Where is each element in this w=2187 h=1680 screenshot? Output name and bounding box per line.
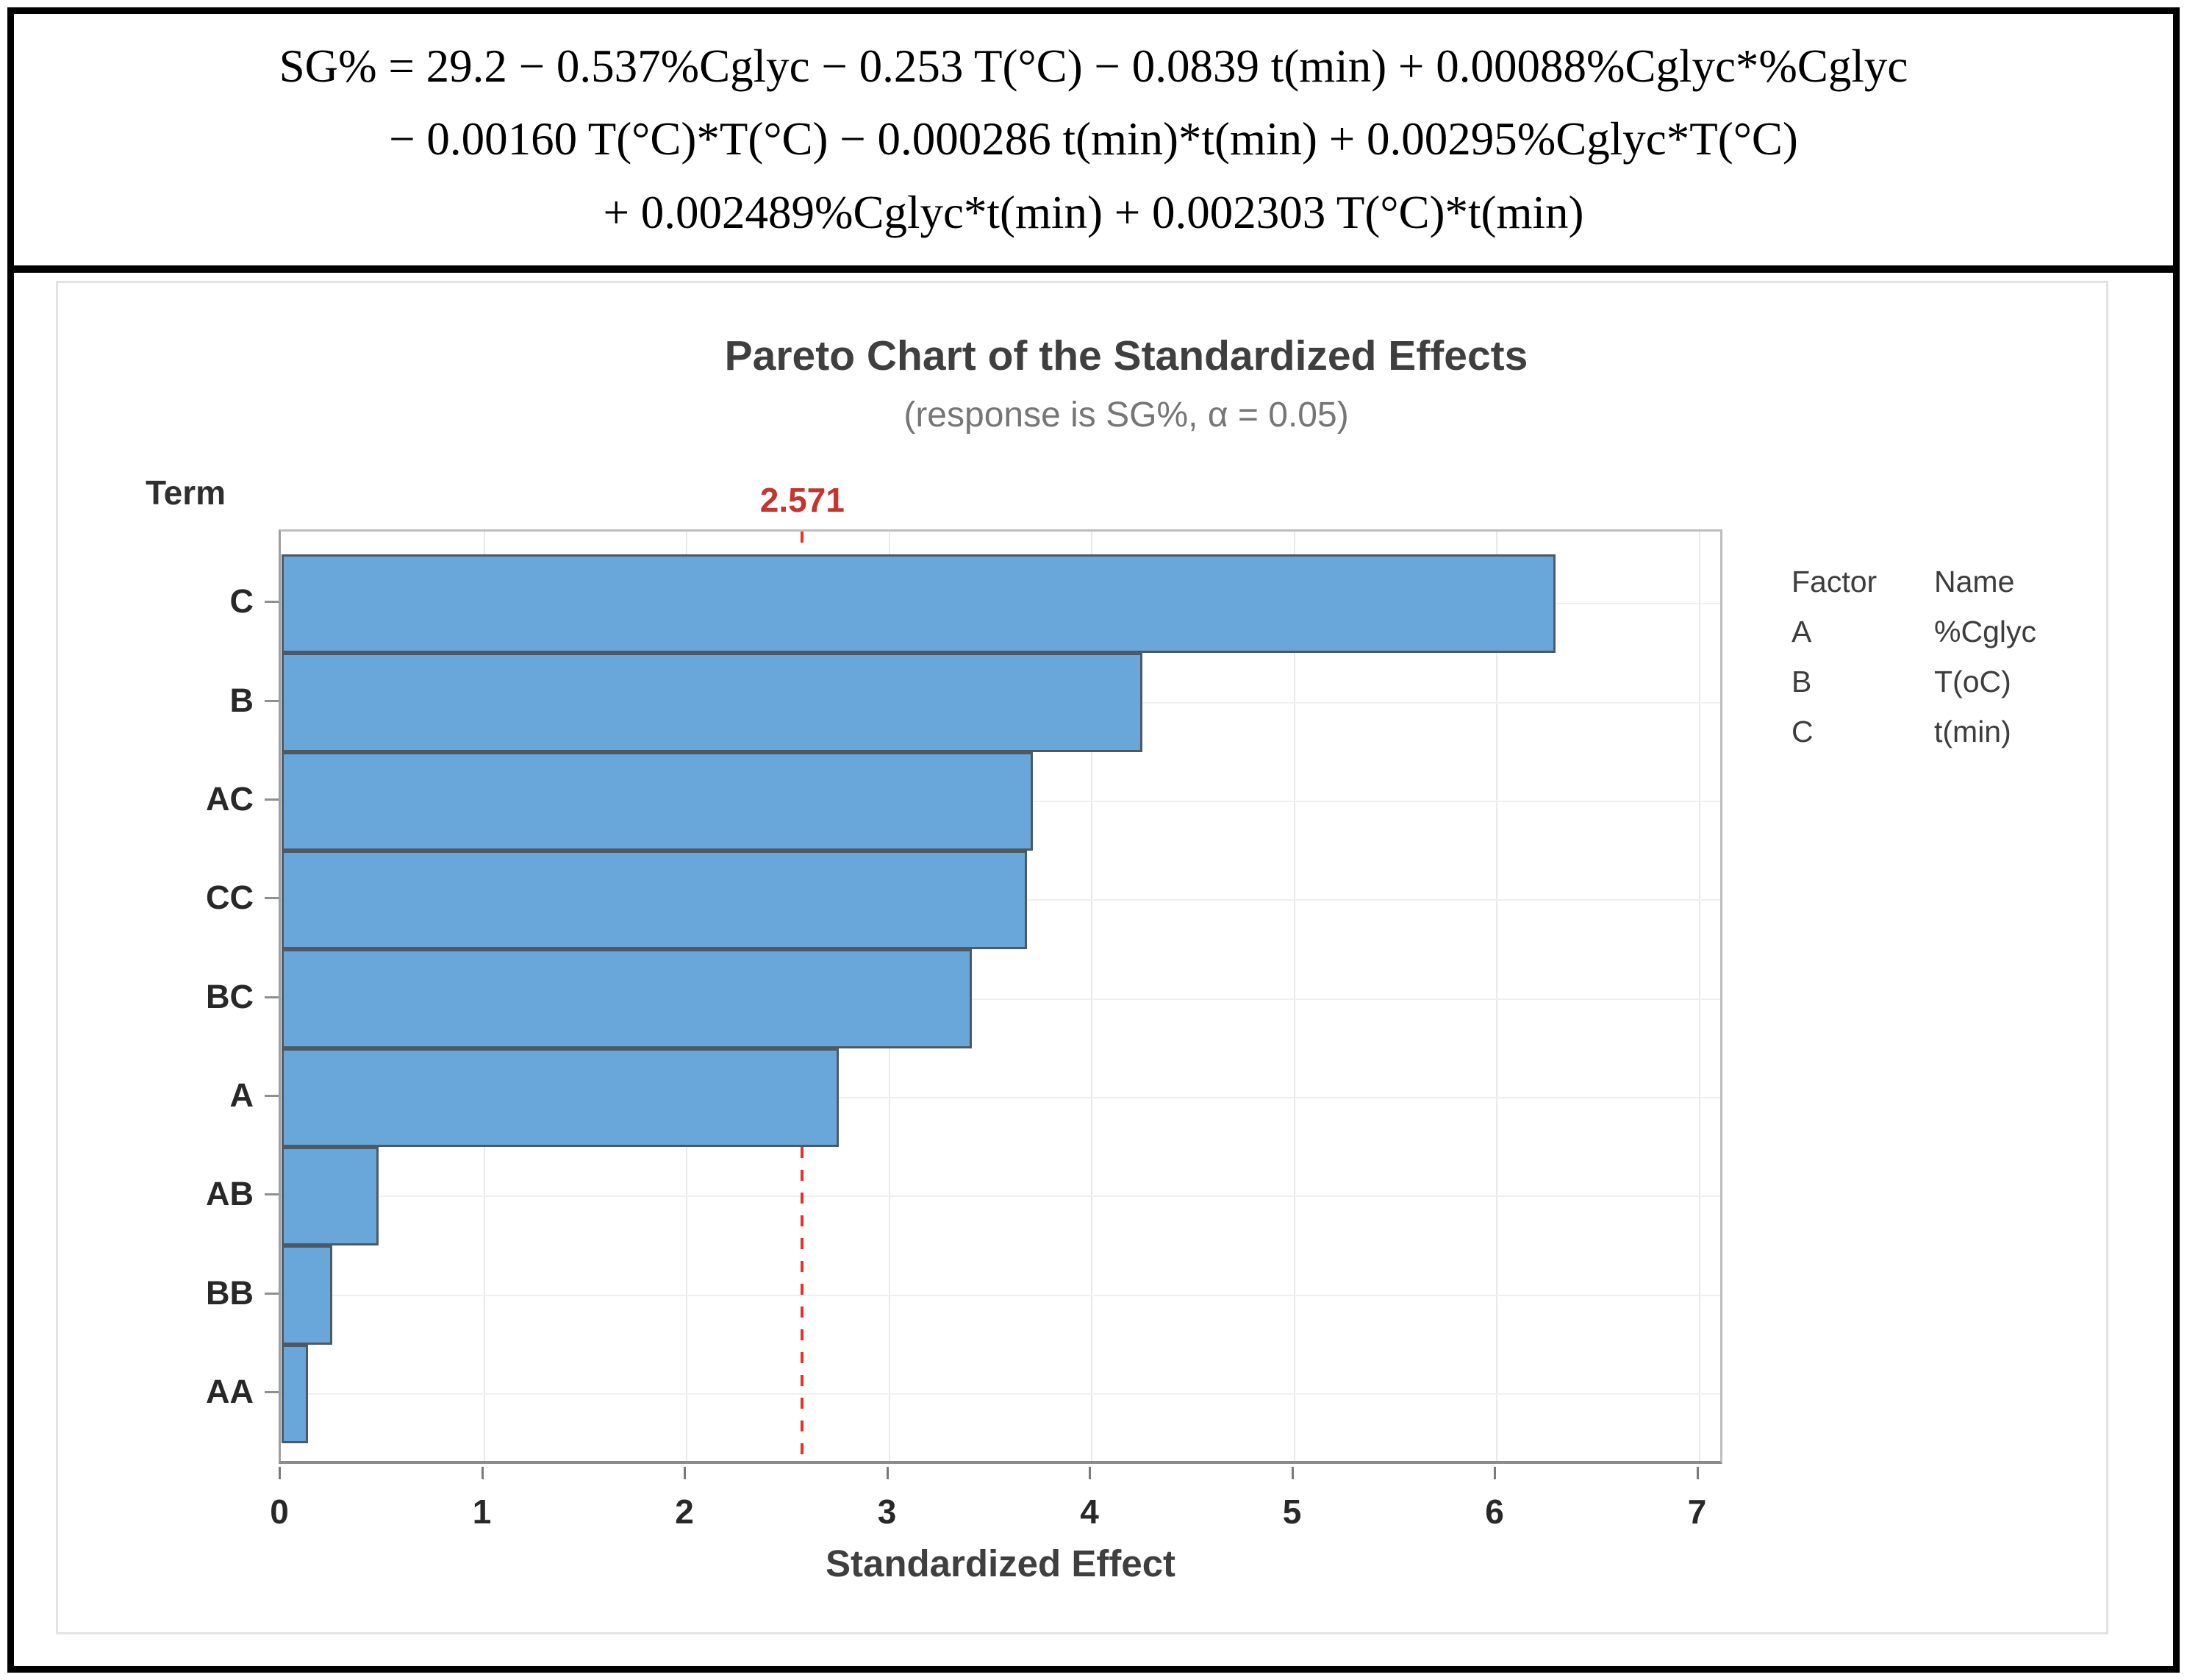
y-tick bbox=[265, 1193, 279, 1196]
bar-ab bbox=[282, 1147, 379, 1246]
legend-name: T(oC) bbox=[1934, 665, 2011, 698]
equation-line-2: − 0.00160 T(°C)*T(°C) − 0.000286 t(min)*… bbox=[389, 113, 1798, 165]
x-tick bbox=[886, 1467, 889, 1479]
horizontal-gridline bbox=[281, 1096, 1720, 1098]
vertical-gridline bbox=[1091, 532, 1092, 1461]
vertical-gridline bbox=[1293, 532, 1295, 1461]
category-label-a: A bbox=[229, 1076, 254, 1114]
bar-b bbox=[282, 653, 1142, 752]
x-tick bbox=[684, 1467, 686, 1479]
bar-ac bbox=[282, 751, 1034, 851]
horizontal-gridline bbox=[281, 1393, 1720, 1395]
x-tick-label: 3 bbox=[877, 1493, 897, 1531]
bar-aa bbox=[282, 1344, 308, 1443]
y-tick bbox=[265, 798, 279, 801]
x-tick-label: 4 bbox=[1080, 1493, 1099, 1531]
legend-header-name: Name bbox=[1934, 565, 2015, 598]
equation-line-3: + 0.002489%Cglyc*t(min) + 0.002303 T(°C)… bbox=[603, 186, 1584, 238]
x-tick bbox=[481, 1467, 484, 1479]
chart-subtitle: (response is SG%, α = 0.05) bbox=[903, 396, 1349, 435]
category-label-ab: AB bbox=[206, 1175, 254, 1213]
term-axis-title: Term bbox=[146, 473, 226, 512]
x-tick-label: 1 bbox=[472, 1493, 492, 1531]
vertical-gridline bbox=[1496, 532, 1497, 1461]
legend-factor: A bbox=[1792, 615, 1812, 648]
legend-factor: C bbox=[1792, 715, 1814, 748]
category-label-b: B bbox=[229, 681, 254, 719]
x-tick-label: 6 bbox=[1485, 1493, 1504, 1531]
pareto-chart: Pareto Chart of the Standardized Effects… bbox=[14, 273, 2173, 1666]
equation-line-1: SG% = 29.2 − 0.537%Cglyc − 0.253 T(°C) −… bbox=[279, 40, 1908, 92]
y-tick bbox=[265, 601, 279, 604]
x-tick-label: 7 bbox=[1687, 1493, 1707, 1531]
x-tick-label: 0 bbox=[270, 1493, 289, 1531]
horizontal-gridline bbox=[281, 1294, 1720, 1296]
horizontal-gridline bbox=[281, 998, 1720, 1000]
category-label-bb: BB bbox=[206, 1273, 254, 1312]
y-tick bbox=[265, 1292, 279, 1295]
y-tick bbox=[265, 699, 279, 702]
y-tick bbox=[265, 1390, 279, 1393]
chart-title: Pareto Chart of the Standardized Effects bbox=[724, 332, 1528, 379]
y-tick bbox=[265, 996, 279, 998]
category-label-ac: AC bbox=[206, 779, 254, 818]
plot-area: 2.571 bbox=[279, 481, 1722, 1464]
bar-c bbox=[282, 554, 1556, 654]
x-tick-label: 5 bbox=[1282, 1493, 1302, 1531]
x-tick bbox=[279, 1467, 281, 1479]
graph-panel: Pareto Chart of the Standardized Effects… bbox=[56, 281, 2108, 1634]
category-label-aa: AA bbox=[206, 1372, 254, 1410]
legend-factor: B bbox=[1792, 665, 1812, 698]
reference-line-label: 2.571 bbox=[759, 481, 845, 519]
figure-frame: SG% = 29.2 − 0.537%Cglyc − 0.253 T(°C) −… bbox=[7, 7, 2180, 1673]
x-tick bbox=[1291, 1467, 1294, 1479]
category-label-c: C bbox=[229, 582, 254, 621]
bar-bc bbox=[282, 949, 973, 1048]
y-tick bbox=[265, 897, 279, 900]
category-label-cc: CC bbox=[206, 879, 254, 917]
y-tick bbox=[265, 1094, 279, 1097]
legend-name: %Cglyc bbox=[1934, 615, 2036, 648]
category-label-bc: BC bbox=[206, 977, 254, 1015]
horizontal-gridline bbox=[281, 1195, 1720, 1198]
x-tick bbox=[1696, 1467, 1699, 1479]
regression-equation: SG% = 29.2 − 0.537%Cglyc − 0.253 T(°C) −… bbox=[14, 14, 2173, 273]
legend-name: t(min) bbox=[1934, 715, 2011, 748]
bar-cc bbox=[282, 851, 1027, 950]
bar-a bbox=[282, 1048, 839, 1147]
legend-header-factor: Factor bbox=[1792, 565, 1878, 598]
bar-bb bbox=[282, 1245, 332, 1345]
x-axis-title: Standardized Effect bbox=[825, 1543, 1176, 1584]
vertical-gridline bbox=[1698, 532, 1700, 1461]
x-tick bbox=[1089, 1467, 1091, 1479]
x-tick bbox=[1494, 1467, 1496, 1479]
x-tick-label: 2 bbox=[675, 1493, 694, 1531]
